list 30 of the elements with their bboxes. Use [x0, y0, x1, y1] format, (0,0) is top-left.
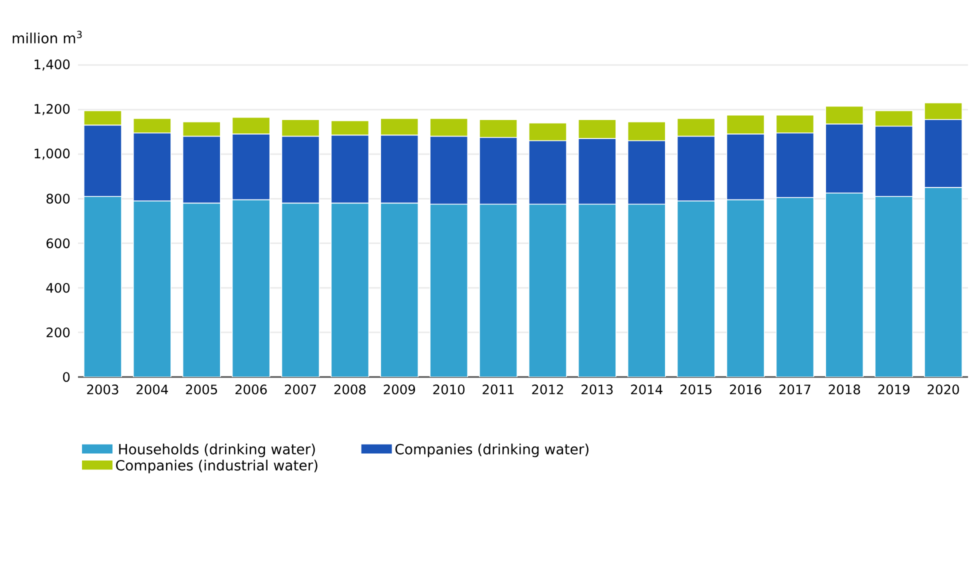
x-tick-label: 2019: [878, 384, 910, 394]
y-tick-label: 200: [46, 328, 70, 338]
x-tick-label: 2008: [334, 384, 366, 394]
x-tick-label: 2003: [87, 384, 118, 394]
x-tick-label: 2011: [482, 384, 514, 394]
y-tick-label: 400: [46, 282, 70, 293]
legend-label: Households (drinking water): [119, 444, 315, 458]
x-tick-label: 2017: [779, 384, 810, 394]
x-tick-label: 2015: [680, 384, 712, 394]
y-tick-label: 800: [46, 194, 70, 204]
legend-label: Companies (industrial water): [116, 460, 318, 474]
y-tick-label: 1,400: [34, 59, 70, 71]
x-tick-label: 2009: [384, 384, 416, 394]
x-tick-label: 2010: [433, 384, 465, 394]
y-tick-label: 600: [46, 238, 70, 248]
x-tick-label: 2013: [582, 384, 613, 394]
y-tick-label: 1,000: [34, 148, 70, 160]
x-tick-label: 2005: [186, 384, 218, 394]
y-tick-label: 0: [63, 372, 70, 382]
x-tick-label: 2018: [828, 384, 860, 394]
x-tick-label: 2012: [532, 384, 563, 394]
y-tick-label: 1,200: [34, 104, 70, 116]
x-tick-label: 2016: [730, 384, 762, 394]
x-tick-label: 2014: [631, 384, 662, 394]
x-tick-label: 2004: [136, 384, 168, 394]
x-tick-label: 2007: [284, 384, 316, 394]
legend-label: Companies (drinking water): [395, 444, 588, 458]
x-tick-label: 2020: [928, 384, 959, 394]
x-tick-label: 2006: [235, 384, 267, 394]
y-axis-title: million m$^{3}$: [12, 30, 82, 44]
